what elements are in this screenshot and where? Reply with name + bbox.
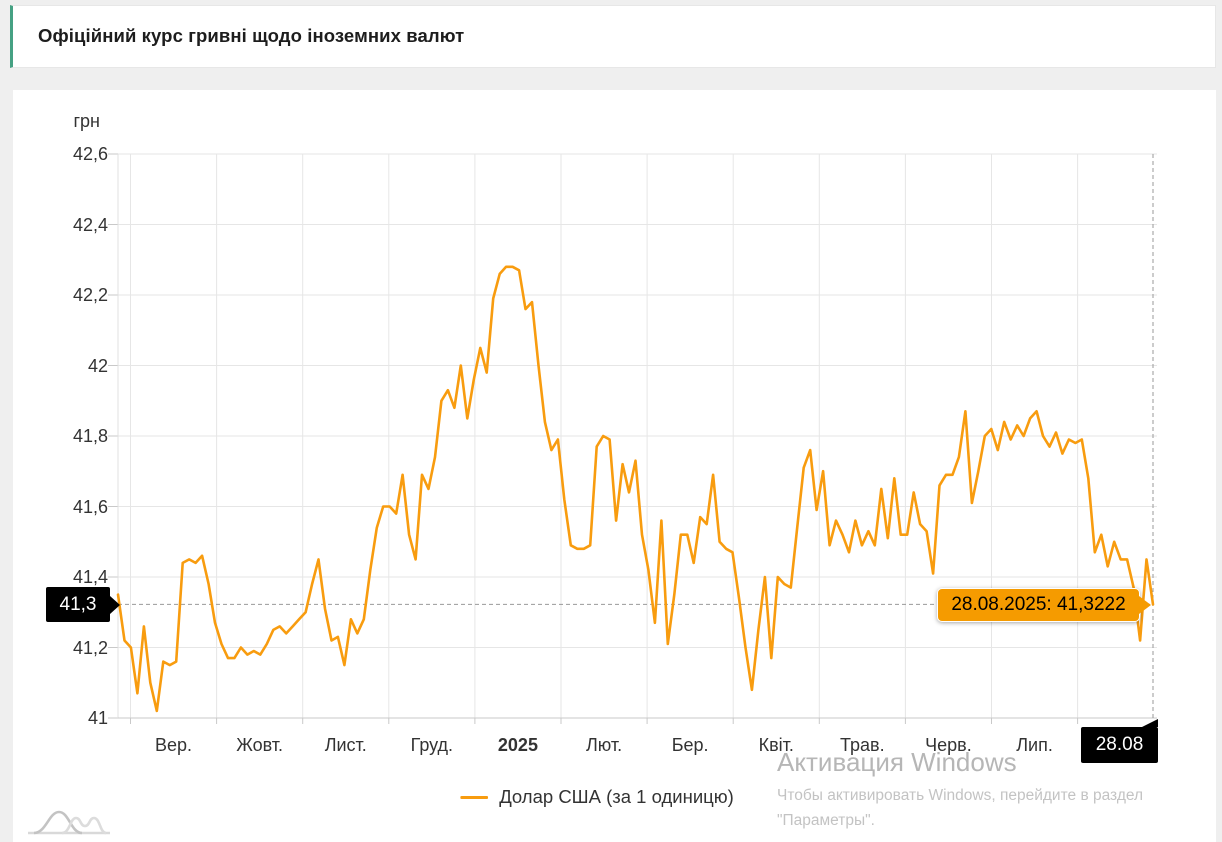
x-tick-label: 2025 [497, 735, 538, 755]
chart-logo-icon [28, 810, 110, 835]
legend-item-usd[interactable]: Долар США (за 1 одиницю) [460, 786, 734, 808]
page-title: Офіційний курс гривні щодо іноземних вал… [38, 25, 465, 46]
x-tick-label: Вер. [155, 735, 193, 755]
x-tick-label: Лют. [585, 735, 623, 755]
crosshair-x-label: 28.08 [1081, 719, 1158, 763]
y-tick-label: 41,2 [72, 637, 108, 658]
crosshair [118, 154, 1154, 718]
grid [108, 153, 1157, 724]
crosshair-y-value: 41,3 [59, 593, 97, 615]
x-tick-label: Бер. [671, 735, 709, 755]
y-tick-label: 42,6 [72, 144, 108, 164]
y-tick-label: 42,4 [72, 214, 108, 235]
y-tick-label: 42,2 [72, 285, 108, 305]
y-tick-label: 41,4 [72, 567, 108, 587]
x-tick-label: Лист. [324, 735, 367, 755]
x-tick-label: Черв. [925, 735, 972, 755]
y-tick-label: 42 [87, 355, 108, 376]
x-tick-label: Трав. [840, 735, 885, 755]
x-tick-label: Лип. [1016, 735, 1053, 755]
chart-card [13, 90, 1216, 842]
legend-line-swatch [460, 795, 489, 799]
legend-label: Долар США (за 1 одиницю) [499, 786, 734, 807]
tooltip-text: 28.08.2025: 41,3222 [951, 594, 1126, 615]
crosshair-y-label: 41,3 [46, 587, 110, 622]
y-axis-unit-label: грн [73, 111, 100, 131]
y-tick-label: 41 [87, 708, 108, 728]
y-tick-label: 41,8 [72, 426, 108, 446]
panel-header: Офіційний курс гривні щодо іноземних вал… [10, 5, 1216, 68]
crosshair-x-value: 28.08 [1095, 734, 1144, 755]
chart-tooltip: 28.08.2025: 41,3222 [937, 588, 1140, 622]
series-line-usd [116, 265, 1155, 713]
x-tick-label: Жовт. [236, 735, 284, 755]
x-tick-label: Груд. [410, 735, 454, 755]
y-tick-label: 41,6 [72, 496, 108, 517]
x-tick-label: Квіт. [758, 735, 794, 755]
